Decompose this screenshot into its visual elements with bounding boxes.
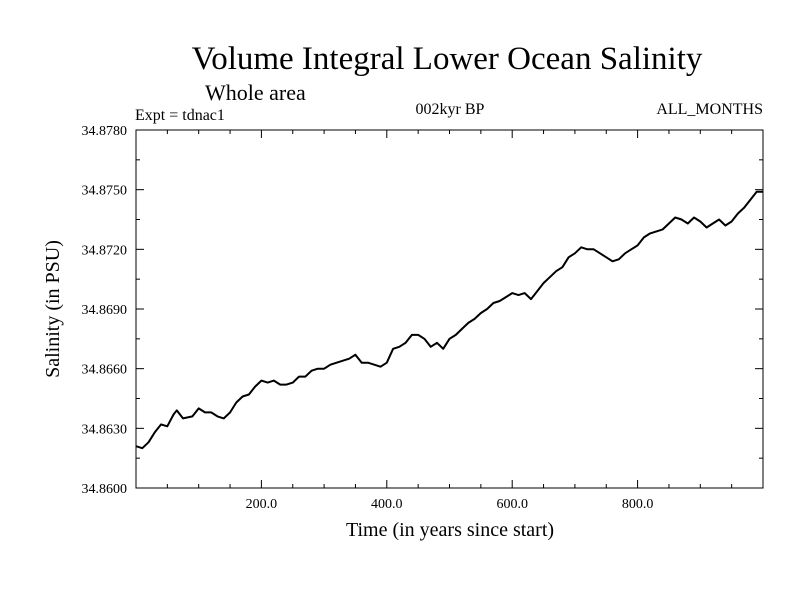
axis-ticks	[136, 129, 763, 489]
y-tick-label: 34.8750	[82, 184, 128, 199]
x-tick-label: 800.0	[622, 497, 654, 512]
y-tick-label: 34.8600	[82, 482, 128, 497]
x-axis-label: Time (in years since start)	[346, 519, 554, 541]
y-tick-label: 34.8630	[82, 422, 128, 437]
months-label: ALL_MONTHS	[656, 101, 763, 118]
y-tick-label: 34.8690	[82, 303, 128, 318]
y-tick-labels: 34.8600 34.8630 34.8660 34.8690 34.8720 34.87…	[82, 124, 128, 497]
experiment-label: Expt = tdnac1	[135, 107, 225, 124]
x-tick-label: 600.0	[496, 497, 528, 512]
y-tick-label: 34.8660	[82, 363, 128, 378]
y-axis-label: Salinity (in PSU)	[42, 240, 64, 378]
chart-subtitle: Whole area	[205, 80, 306, 105]
chart-title: Volume Integral Lower Ocean Salinity	[192, 41, 703, 77]
y-tick-label: 34.8720	[82, 243, 128, 258]
plot-frame	[135, 129, 764, 489]
x-tick-label: 200.0	[246, 497, 278, 512]
y-tick-label: 34.8780	[82, 124, 128, 139]
x-tick-label: 400.0	[371, 497, 403, 512]
salinity-series-line	[135, 190, 763, 450]
period-label: 002kyr BP	[416, 101, 485, 118]
x-tick-labels: 200.0 400.0 600.0 800.0	[246, 497, 654, 512]
